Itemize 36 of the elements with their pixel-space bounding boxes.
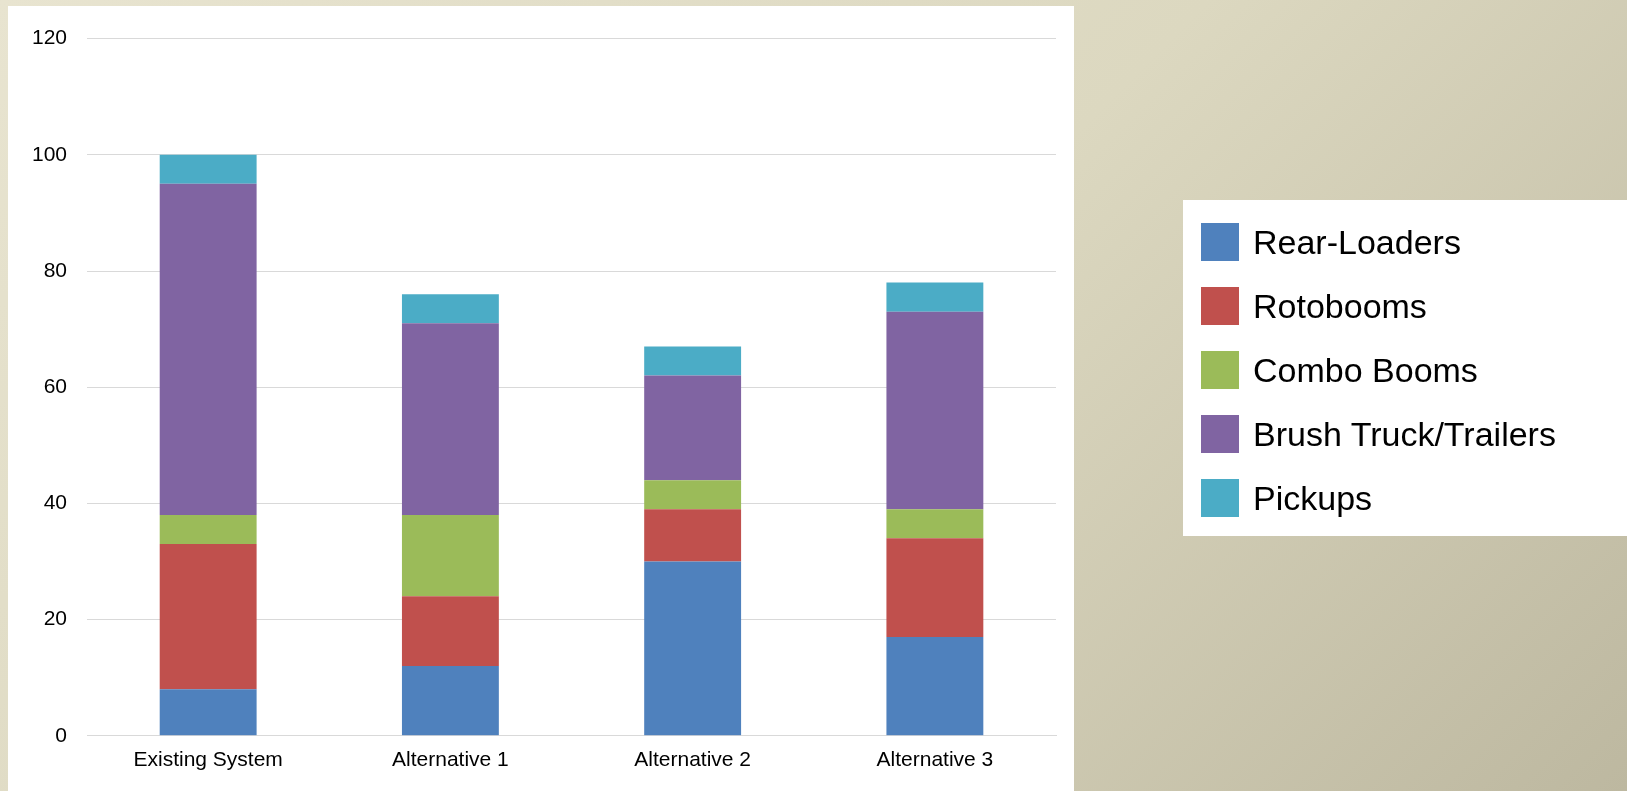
- bar: [401, 515, 499, 597]
- bar: [401, 323, 499, 516]
- bar: [401, 666, 499, 736]
- bar: [886, 509, 984, 539]
- x-tick-label: Alternative 2: [634, 747, 752, 771]
- bar: [644, 375, 742, 481]
- bar: [401, 596, 499, 667]
- bar: [401, 294, 499, 324]
- legend-label: Rear-Loaders: [1253, 222, 1461, 262]
- y-tick-label: 40: [43, 490, 68, 514]
- legend-label: Rotobooms: [1253, 286, 1427, 326]
- legend-label: Pickups: [1253, 478, 1373, 518]
- legend-label: Brush Truck/Trailers: [1253, 414, 1556, 454]
- y-tick-label: 0: [55, 722, 68, 746]
- x-tick-label: Alternative 3: [876, 747, 994, 771]
- y-tick-label: 120: [31, 25, 68, 49]
- y-tick-label: 20: [43, 606, 68, 630]
- bar: [644, 509, 742, 562]
- x-tick-label: Alternative 1: [392, 747, 509, 771]
- bar: [159, 183, 257, 516]
- y-tick-label: 80: [43, 257, 68, 281]
- y-tick-label: 100: [31, 141, 68, 165]
- y-tick-label: 60: [43, 374, 68, 397]
- bar: [886, 538, 984, 638]
- bar: [644, 480, 742, 510]
- bar: [644, 346, 742, 376]
- bar: [644, 561, 742, 736]
- bar: [886, 311, 984, 510]
- legend-label: Combo Booms: [1253, 350, 1478, 390]
- x-tick-label: Existing System: [133, 747, 283, 771]
- bar: [886, 637, 984, 736]
- bar: [159, 689, 257, 736]
- bar: [159, 544, 257, 690]
- bar: [159, 515, 257, 545]
- bar: [886, 282, 984, 312]
- bar: [159, 154, 257, 184]
